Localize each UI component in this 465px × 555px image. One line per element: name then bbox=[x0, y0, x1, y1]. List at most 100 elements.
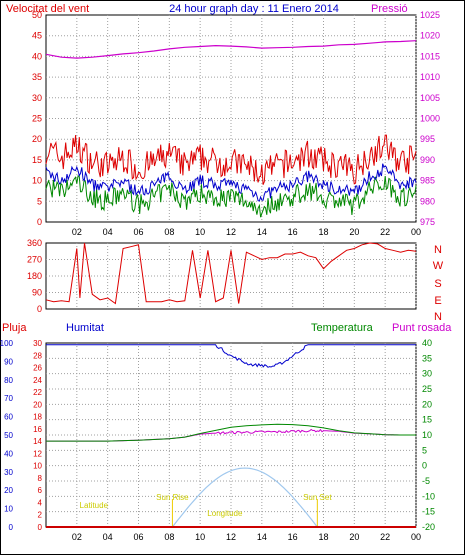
wind-x-tick: 22 bbox=[380, 227, 390, 237]
chart-title: 24 hour graph day : 11 Enero 2014 bbox=[169, 3, 339, 15]
wind-minimum-line bbox=[45, 174, 417, 218]
wind-x-tick: 20 bbox=[349, 227, 359, 237]
wind-average-line bbox=[45, 163, 417, 202]
compass-label: S bbox=[434, 278, 441, 290]
rain-y-tick: 4 bbox=[38, 498, 43, 507]
longitude-label: Longitude bbox=[207, 509, 243, 518]
humidity-line bbox=[46, 344, 416, 368]
pressure-y-tick: 1005 bbox=[420, 93, 440, 103]
temperature-y-tick: -20 bbox=[422, 522, 435, 532]
rain-y-tick: 0 bbox=[38, 523, 43, 532]
temperature-y-tick: 40 bbox=[422, 338, 432, 348]
temperature-x-tick: 12 bbox=[226, 532, 236, 542]
rain-y-tick: 14 bbox=[33, 437, 42, 446]
wind-x-tick: 02 bbox=[72, 227, 82, 237]
humidity-y-tick: 90 bbox=[4, 357, 13, 366]
wind-y-tick: 5 bbox=[37, 196, 42, 206]
compass-label: N bbox=[434, 311, 442, 323]
sun-path-arc bbox=[171, 467, 318, 528]
rain-y-tick: 26 bbox=[33, 364, 42, 373]
wind-x-tick: 16 bbox=[288, 227, 298, 237]
wind-x-tick: 00 bbox=[411, 227, 421, 237]
wind-y-tick: 20 bbox=[32, 134, 42, 144]
wind-y-tick: 40 bbox=[32, 51, 42, 61]
humidity-y-tick: 60 bbox=[4, 413, 13, 422]
wind-x-tick: 04 bbox=[103, 227, 113, 237]
wind-y-tick: 45 bbox=[32, 31, 42, 41]
direction-y-tick: 360 bbox=[27, 238, 42, 248]
temperature-y-tick: -5 bbox=[422, 476, 430, 486]
temperature-x-tick: 20 bbox=[349, 532, 359, 542]
humidity-label: Humitat bbox=[66, 322, 104, 334]
rain-y-tick: 28 bbox=[33, 351, 42, 360]
wind-direction-line bbox=[45, 242, 417, 305]
rain-y-tick: 30 bbox=[33, 339, 42, 348]
temperature-y-tick: 25 bbox=[422, 384, 432, 394]
humidity-y-tick: 80 bbox=[4, 376, 13, 385]
wind-label: Velocitat del vent bbox=[6, 3, 89, 15]
rain-y-tick: 18 bbox=[33, 413, 42, 422]
pressure-y-tick: 1015 bbox=[420, 51, 440, 61]
rain-y-tick: 6 bbox=[38, 486, 43, 495]
rain-y-tick: 16 bbox=[33, 425, 42, 434]
pressure-label: Pressió bbox=[371, 3, 408, 15]
humidity-y-tick: 10 bbox=[4, 505, 13, 514]
wind-y-tick: 25 bbox=[32, 114, 42, 124]
rain-y-tick: 22 bbox=[33, 388, 42, 397]
humidity-y-tick: 50 bbox=[4, 431, 13, 440]
temperature-x-tick: 16 bbox=[288, 532, 298, 542]
pressure-y-tick: 1010 bbox=[420, 72, 440, 82]
temperature-x-tick: 18 bbox=[318, 532, 328, 542]
wind-y-tick: 30 bbox=[32, 93, 42, 103]
sunset-label: Sun Set bbox=[303, 493, 332, 502]
temperature-label: Temperatura bbox=[311, 322, 374, 334]
temperature-y-tick: 10 bbox=[422, 430, 432, 440]
temperature-x-tick: 10 bbox=[195, 532, 205, 542]
humidity-y-tick: 0 bbox=[9, 523, 14, 532]
temperature-y-tick: 5 bbox=[422, 445, 427, 455]
pressure-line bbox=[45, 40, 417, 59]
temperature-x-tick: 00 bbox=[411, 532, 421, 542]
temperature-y-tick: 30 bbox=[422, 369, 432, 379]
direction-y-tick: 90 bbox=[32, 288, 42, 298]
pressure-y-tick: 1020 bbox=[420, 31, 440, 41]
humidity-y-tick: 70 bbox=[4, 394, 13, 403]
rain-y-tick: 8 bbox=[38, 474, 43, 483]
humidity-y-tick: 40 bbox=[4, 449, 13, 458]
sunrise-label: Sun Rise bbox=[156, 493, 189, 502]
pressure-y-tick: 1000 bbox=[420, 114, 440, 124]
wind-y-tick: 10 bbox=[32, 176, 42, 186]
direction-y-tick: 270 bbox=[27, 255, 42, 265]
rain-y-tick: 10 bbox=[33, 462, 42, 471]
temperature-y-tick: 15 bbox=[422, 415, 432, 425]
wind-x-tick: 06 bbox=[133, 227, 143, 237]
rain-y-tick: 12 bbox=[33, 449, 42, 458]
humidity-y-tick: 30 bbox=[4, 468, 13, 477]
pressure-y-tick: 980 bbox=[420, 196, 435, 206]
temperature-x-tick: 04 bbox=[103, 532, 113, 542]
temperature-y-tick: -10 bbox=[422, 491, 435, 501]
temperature-x-tick: 06 bbox=[133, 532, 143, 542]
humidity-y-tick: 100 bbox=[0, 339, 14, 348]
wind-x-tick: 10 bbox=[195, 227, 205, 237]
temperature-x-tick: 08 bbox=[164, 532, 174, 542]
wind-gust-line bbox=[45, 134, 417, 185]
temperature-line bbox=[46, 423, 416, 442]
rain-y-tick: 2 bbox=[38, 511, 43, 520]
rain-y-tick: 24 bbox=[33, 376, 42, 385]
pressure-y-tick: 990 bbox=[420, 155, 435, 165]
humidity-y-tick: 20 bbox=[4, 486, 13, 495]
temperature-y-tick: 35 bbox=[422, 353, 432, 363]
temperature-x-tick: 14 bbox=[257, 532, 267, 542]
pressure-y-tick: 1025 bbox=[420, 10, 440, 20]
temperature-x-tick: 02 bbox=[72, 532, 82, 542]
temperature-x-tick: 22 bbox=[380, 532, 390, 542]
rain-label: Pluja bbox=[2, 322, 27, 334]
direction-y-tick: 0 bbox=[37, 304, 42, 314]
wind-y-tick: 35 bbox=[32, 72, 42, 82]
wind-x-tick: 14 bbox=[257, 227, 267, 237]
compass-label: E bbox=[434, 295, 441, 307]
compass-label: W bbox=[433, 260, 444, 272]
